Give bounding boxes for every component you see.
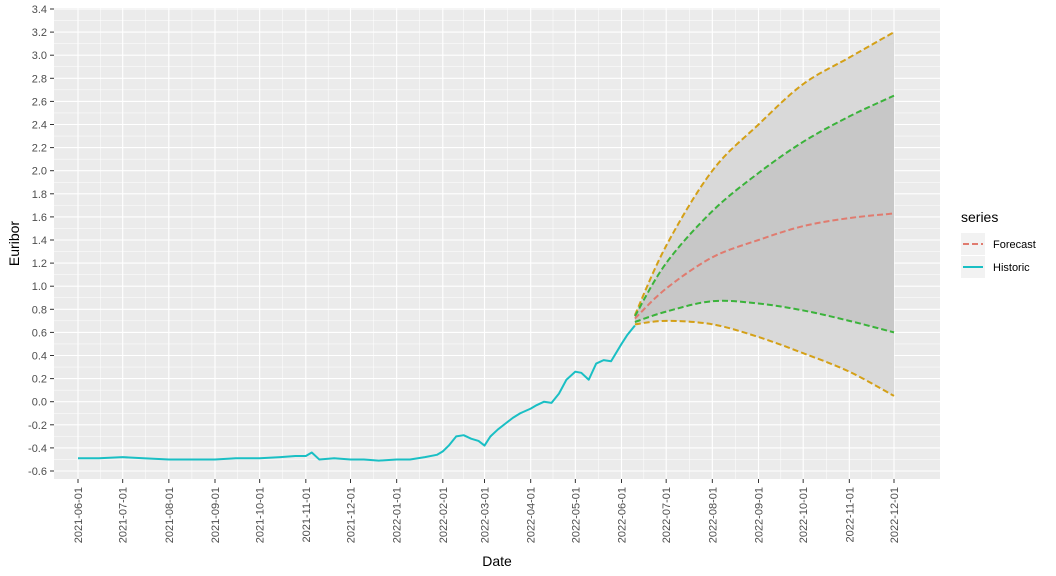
x-tick-label: 2022-04-01 (526, 487, 538, 543)
x-axis-title: Date (482, 553, 512, 569)
y-tick-label: 2.0 (32, 166, 47, 178)
y-tick-label: 2.4 (32, 120, 47, 132)
x-tick-label: 2022-11-01 (844, 487, 856, 542)
y-tick-label: 1.2 (32, 258, 47, 270)
y-tick-label: 1.0 (32, 281, 47, 293)
historic-line (78, 324, 636, 462)
x-tick-label: 2021-12-01 (345, 487, 357, 543)
legend: series Forecast Historic (961, 209, 1036, 278)
y-tick-label: 0.4 (32, 351, 47, 363)
upper-80-line (634, 94, 895, 317)
x-tick-label: 2021-07-01 (118, 487, 130, 543)
x-tick-label: 2022-03-01 (480, 487, 492, 543)
x-tick-label: 2022-05-01 (570, 487, 582, 543)
y-tick-label: 3.2 (32, 27, 47, 39)
y-tick-label: 3.4 (32, 4, 47, 16)
x-axis: 2021-06-01 2021-07-01 2021-08-01 2021-09-01… (73, 479, 901, 543)
y-tick-label: 3.0 (32, 50, 47, 62)
x-tick-label: 2022-12-01 (889, 487, 901, 543)
legend-label-historic: Historic (993, 262, 1030, 274)
legend-title: series (961, 209, 998, 225)
forecast-line (634, 212, 895, 320)
upper-95-line (633, 31, 895, 316)
y-tick-label: 2.6 (32, 96, 47, 108)
y-tick-label: 1.6 (32, 212, 47, 224)
lower-95-line (634, 319, 895, 397)
y-tick-label: -0.2 (28, 420, 47, 432)
y-tick-label: 2.8 (32, 73, 47, 85)
y-tick-label: 2.2 (32, 143, 47, 155)
x-tick-label: 2022-06-01 (617, 487, 629, 543)
y-tick-label: -0.6 (28, 466, 47, 478)
series-lines (78, 31, 895, 462)
x-tick-label: 2022-09-01 (753, 487, 765, 543)
y-axis: -0.6 -0.4 -0.2 0.0 0.2 0.4 0.6 0.8 1.0 1.2 1.4 1.6 1… (28, 4, 54, 478)
x-tick-label: 2022-02-01 (438, 487, 450, 543)
y-tick-label: 1.4 (32, 235, 47, 247)
x-tick-label: 2021-10-01 (255, 487, 267, 543)
y-tick-label: 0.6 (32, 327, 47, 339)
legend-label-forecast: Forecast (993, 239, 1036, 251)
x-tick-label: 2021-09-01 (210, 487, 222, 543)
lower-80-line (634, 299, 895, 334)
y-tick-label: 0.0 (32, 397, 47, 409)
x-tick-label: 2022-10-01 (798, 487, 810, 543)
y-tick-label: 0.8 (32, 304, 47, 316)
x-tick-label: 2021-08-01 (164, 487, 176, 543)
y-tick-label: -0.4 (28, 443, 47, 455)
y-tick-label: 0.2 (32, 374, 47, 386)
major-gridlines (54, 8, 940, 479)
ribbon-80 (634, 95, 894, 333)
x-tick-label: 2022-08-01 (707, 487, 719, 543)
x-tick-label: 2021-06-01 (73, 487, 85, 543)
x-tick-label: 2021-11-01 (301, 487, 313, 542)
y-tick-label: 1.8 (32, 189, 47, 201)
x-tick-label: 2022-01-01 (392, 487, 404, 543)
forecast-ribbons (634, 32, 894, 396)
y-axis-title: Euribor (6, 221, 22, 266)
x-tick-label: 2022-07-01 (661, 487, 673, 543)
